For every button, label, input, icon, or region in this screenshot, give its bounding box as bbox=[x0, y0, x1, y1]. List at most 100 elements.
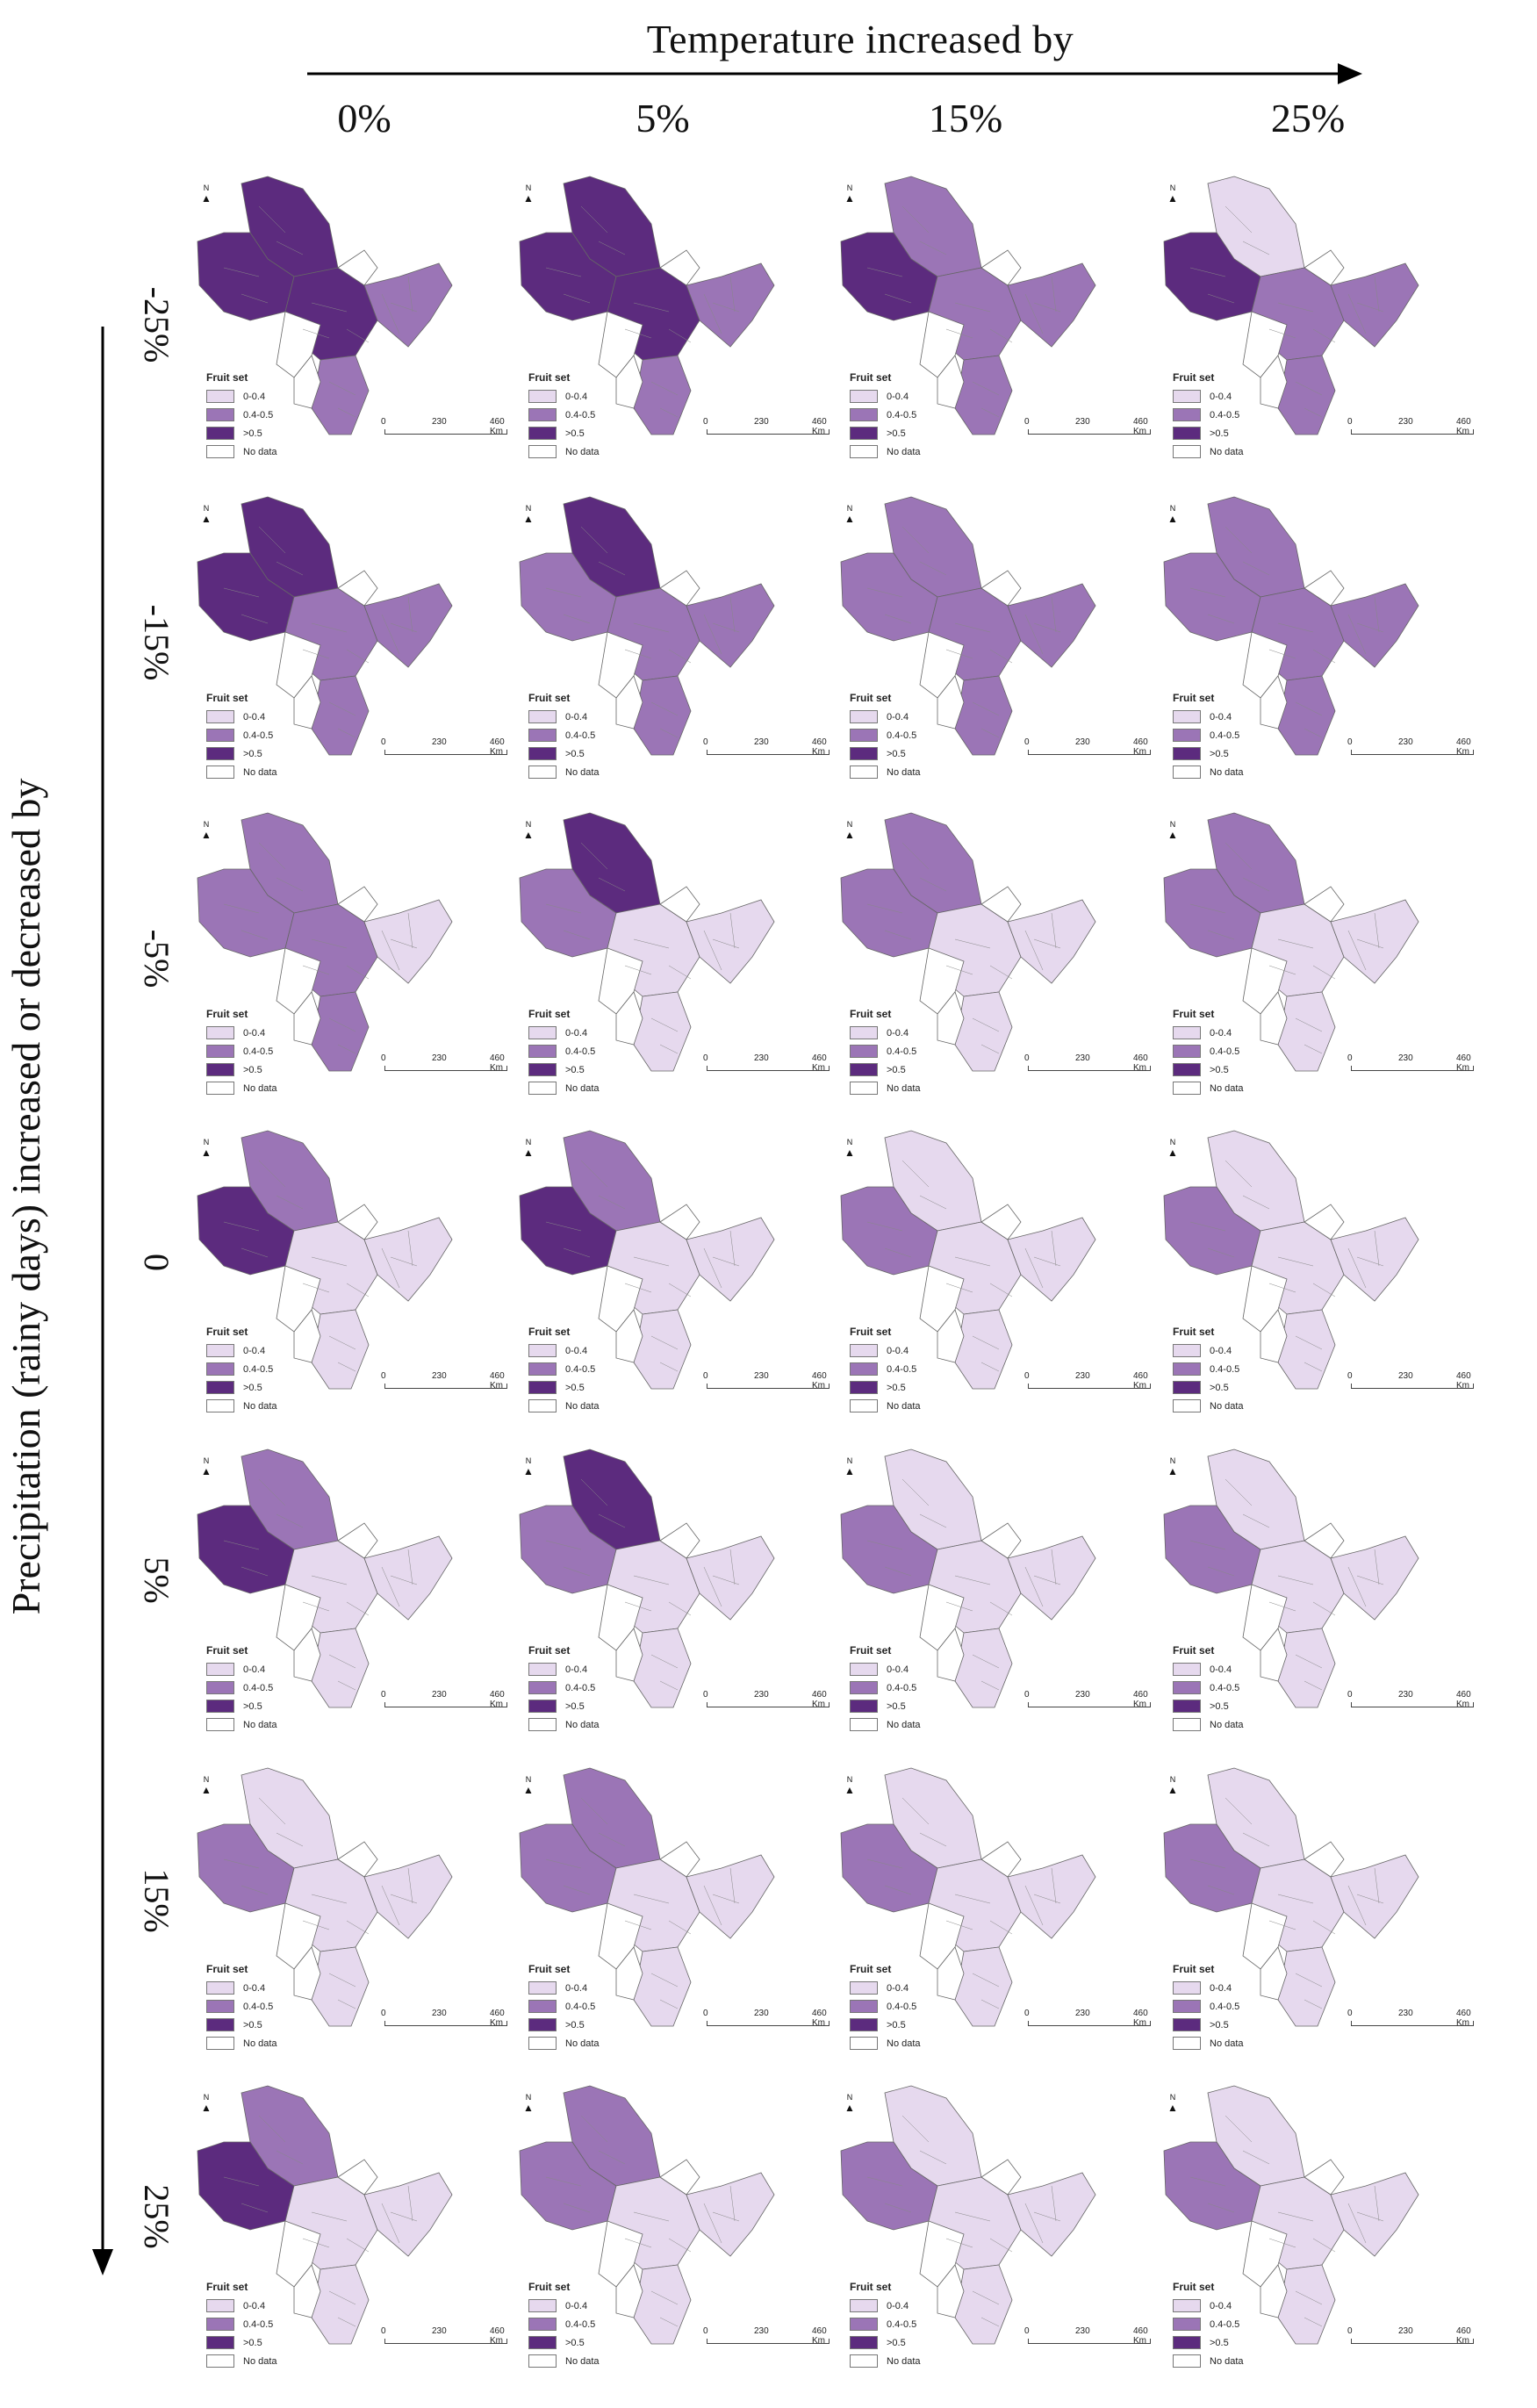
district-border bbox=[624, 1601, 652, 1612]
district-border bbox=[1051, 596, 1057, 633]
scale-tick-label: 460 Km bbox=[1456, 1371, 1471, 1391]
district-border bbox=[624, 2238, 652, 2248]
north-arrow-icon: N ▲ bbox=[843, 1456, 857, 1481]
region-s bbox=[311, 1628, 370, 1708]
north-arrow-icon: N ▲ bbox=[521, 820, 535, 845]
district-border bbox=[563, 1566, 591, 1577]
district-border bbox=[972, 2290, 1000, 2305]
choropleth-map bbox=[840, 496, 1096, 756]
legend-label: No data bbox=[887, 2038, 921, 2049]
district-border bbox=[1312, 1920, 1336, 1935]
legend-item: 0-0.4 bbox=[1173, 1660, 1244, 1678]
legend-swatch bbox=[528, 427, 557, 440]
choropleth-map bbox=[197, 1130, 453, 1390]
legend-label: >0.5 bbox=[1210, 428, 1229, 439]
legend-swatch bbox=[850, 1082, 878, 1095]
legend-label: 0.4-0.5 bbox=[243, 1046, 274, 1057]
legend-swatch bbox=[528, 1381, 557, 1394]
district-border bbox=[1242, 2150, 1270, 2165]
legend-swatch bbox=[1173, 1981, 1201, 1995]
legend-item: 0-0.4 bbox=[850, 1341, 921, 1360]
legend-item: >0.5 bbox=[206, 744, 277, 763]
district-border bbox=[624, 1283, 652, 1293]
map-panel-r0-c2: N ▲ Fruit set 0-0.4 0.4-0.5 >0.5 No data 0 230 46… bbox=[832, 171, 1157, 487]
choropleth-map bbox=[519, 1130, 775, 1390]
legend-title: Fruit set bbox=[528, 1963, 571, 1975]
choropleth-map bbox=[1163, 1448, 1419, 1708]
district-border bbox=[223, 2176, 260, 2187]
scale-tick-label: 0 bbox=[1347, 1053, 1353, 1063]
district-border bbox=[989, 1283, 1013, 1297]
district-border bbox=[545, 587, 582, 598]
legend-swatch bbox=[1173, 1681, 1201, 1694]
legend-item: >0.5 bbox=[528, 744, 600, 763]
map-panel-r4-c1: N ▲ Fruit set 0-0.4 0.4-0.5 >0.5 No data 0 230 46… bbox=[511, 1444, 836, 1760]
district-border bbox=[337, 1999, 356, 2009]
legend-label: 0.4-0.5 bbox=[887, 409, 917, 421]
district-border bbox=[1277, 1575, 1314, 1585]
legend-label: 0.4-0.5 bbox=[243, 1682, 274, 1693]
district-border bbox=[328, 1654, 356, 1669]
legend-swatch bbox=[206, 1026, 234, 1039]
legend-label: No data bbox=[243, 1082, 277, 1094]
region-e bbox=[686, 1217, 775, 1302]
legend-swatch bbox=[1173, 2299, 1201, 2312]
district-border bbox=[1347, 1885, 1367, 1926]
scale-bar: 0 230 460 Km bbox=[1344, 1690, 1484, 1713]
choropleth-map bbox=[519, 176, 775, 435]
district-border bbox=[1312, 965, 1336, 980]
north-label: N bbox=[1169, 504, 1176, 513]
row-label-1: -15% bbox=[137, 604, 176, 681]
legend-swatch bbox=[1173, 1045, 1201, 1058]
scale-tick-label: 230 bbox=[432, 2326, 447, 2336]
legend-label: No data bbox=[1210, 2355, 1244, 2367]
legend-label: No data bbox=[565, 1082, 600, 1094]
district-border bbox=[1277, 938, 1314, 949]
legend-swatch bbox=[1173, 1026, 1201, 1039]
map-panel-r1-c3: N ▲ Fruit set 0-0.4 0.4-0.5 >0.5 No data 0 230 46… bbox=[1155, 492, 1480, 808]
legend-label: >0.5 bbox=[243, 1064, 262, 1075]
north-arrow-icon: N ▲ bbox=[199, 1775, 213, 1800]
legend-swatch bbox=[850, 2318, 878, 2331]
district-border bbox=[337, 1044, 356, 1054]
district-border bbox=[258, 1478, 286, 1506]
region-nodata-2 bbox=[937, 1628, 965, 1682]
region-e bbox=[363, 2172, 453, 2257]
region-nodata-2 bbox=[293, 991, 321, 1046]
scale-tick-label: 230 bbox=[1398, 2009, 1413, 2018]
legend-title: Fruit set bbox=[528, 1008, 571, 1020]
district-border bbox=[1225, 1797, 1253, 1825]
district-border bbox=[1312, 1601, 1336, 1616]
district-border bbox=[407, 276, 413, 313]
legend-item: 0-0.4 bbox=[850, 387, 921, 406]
scale-tick-label: 460 Km bbox=[1133, 2326, 1148, 2346]
scale-bar: 0 230 460 Km bbox=[1344, 737, 1484, 760]
legend-item: No data bbox=[206, 1715, 277, 1734]
north-arrow-icon: N ▲ bbox=[1166, 183, 1180, 208]
region-s bbox=[633, 355, 692, 435]
region-e bbox=[1007, 583, 1096, 668]
legend-item: No data bbox=[206, 442, 277, 461]
scale-bar: 0 230 460 Km bbox=[1021, 737, 1161, 760]
district-border bbox=[580, 842, 608, 870]
choropleth-map bbox=[840, 1130, 1096, 1390]
district-border bbox=[346, 2238, 370, 2253]
scale-bar-line bbox=[707, 1066, 830, 1071]
region-nodata-2 bbox=[1260, 1628, 1288, 1682]
choropleth-map bbox=[1163, 176, 1419, 435]
legend-item: 0.4-0.5 bbox=[1173, 1360, 1244, 1378]
district-border bbox=[866, 267, 903, 277]
district-border bbox=[407, 596, 413, 633]
legend-item: 0.4-0.5 bbox=[528, 1997, 600, 2016]
district-border bbox=[381, 2203, 400, 2244]
scale-tick-label: 230 bbox=[1075, 1053, 1090, 1063]
legend-item: 0.4-0.5 bbox=[850, 726, 921, 744]
district-border bbox=[1295, 1973, 1323, 1987]
north-arrow-glyph: ▲ bbox=[1167, 192, 1178, 205]
legend-item: 0-0.4 bbox=[1173, 1024, 1244, 1042]
legend-label: 0.4-0.5 bbox=[243, 409, 274, 421]
legend-item: 0-0.4 bbox=[206, 1024, 277, 1042]
district-border bbox=[729, 1867, 736, 1904]
scale-bar-line bbox=[384, 1702, 507, 1707]
legend-item: No data bbox=[528, 763, 600, 781]
